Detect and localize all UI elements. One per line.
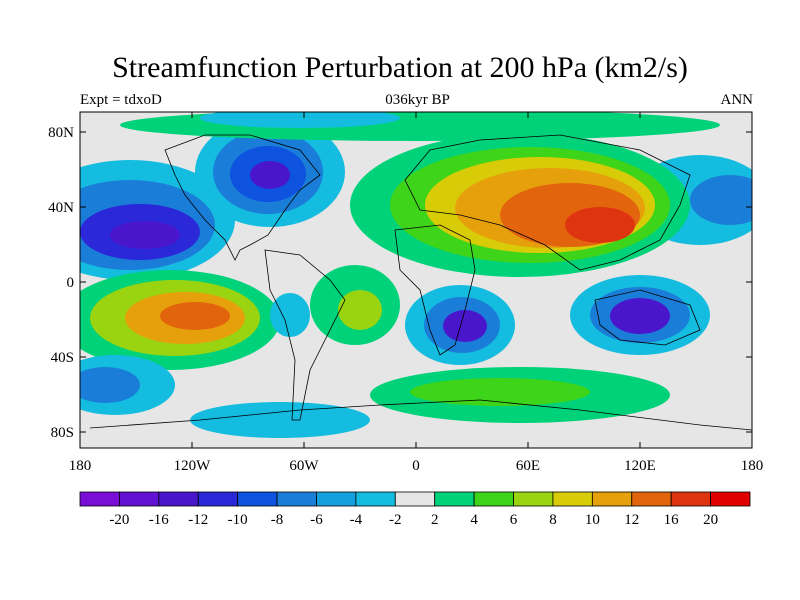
- colorbar-swatch: [394, 491, 436, 507]
- coastlines: [89, 134, 752, 431]
- colorbar-swatch: [473, 491, 514, 507]
- colorbar-label: 6: [510, 512, 518, 528]
- season-label: ANN: [720, 92, 754, 108]
- x-tick-label: 180: [69, 458, 92, 474]
- colorbar-swatch: [79, 491, 120, 507]
- experiment-label: Expt = tdxoD: [80, 92, 162, 108]
- colorbar-label: 4: [470, 512, 478, 528]
- colorbar-label: 2: [431, 512, 439, 528]
- map-axes: 180 120W 60W 0 60E 120E 180 80N 40N 0 40S 80S: [48, 112, 763, 474]
- colorbar-swatch: [670, 491, 711, 507]
- colorbar-swatch: [513, 491, 554, 507]
- colorbar-label: -6: [310, 512, 323, 528]
- colorbar-label: 10: [585, 512, 600, 528]
- colorbar-label: 20: [703, 512, 718, 528]
- x-tick-label: 120W: [174, 458, 212, 474]
- colorbar-label: -12: [188, 512, 208, 528]
- colorbar-label: 16: [664, 512, 680, 528]
- y-tick-label: 40N: [48, 200, 74, 216]
- colorbar-label: -10: [228, 512, 248, 528]
- period-label: 036kyr BP: [385, 92, 450, 108]
- x-tick-label: 120E: [624, 458, 656, 474]
- x-tick-label: 0: [412, 458, 420, 474]
- colorbar-label: 12: [624, 512, 639, 528]
- y-tick-label: 80N: [48, 125, 74, 141]
- y-tick-label: 80S: [51, 425, 74, 441]
- colorbar-swatch: [119, 491, 160, 507]
- colorbar: -20 -16 -12 -10 -8 -6 -4 -2 2 4 6 8 10 12 16 20: [79, 491, 751, 528]
- y-tick-label: 0: [67, 275, 75, 291]
- x-tick-label: 60E: [516, 458, 540, 474]
- colorbar-swatch: [316, 491, 357, 507]
- colorbar-label: -8: [271, 512, 284, 528]
- colorbar-swatch: [237, 491, 278, 507]
- y-tick-label: 40S: [51, 350, 74, 366]
- colorbar-swatch: [591, 491, 633, 507]
- colorbar-swatch: [434, 491, 475, 507]
- colorbar-swatch: [197, 491, 239, 507]
- colorbar-swatch: [631, 491, 672, 507]
- colorbar-label: -16: [149, 512, 169, 528]
- colorbar-swatch: [552, 491, 593, 507]
- x-tick-label: 60W: [289, 458, 319, 474]
- colorbar-swatch: [710, 491, 751, 507]
- chart-title: Streamfunction Perturbation at 200 hPa (…: [112, 51, 688, 84]
- colorbar-swatch: [158, 491, 199, 507]
- colorbar-label: -4: [350, 512, 363, 528]
- colorbar-swatch: [355, 491, 396, 507]
- colorbar-label: -20: [109, 512, 129, 528]
- colorbar-swatch: [276, 491, 317, 507]
- colorbar-label: 8: [549, 512, 557, 528]
- colorbar-label: -2: [389, 512, 402, 528]
- x-tick-label: 180: [741, 458, 764, 474]
- field-contours: [80, 112, 752, 438]
